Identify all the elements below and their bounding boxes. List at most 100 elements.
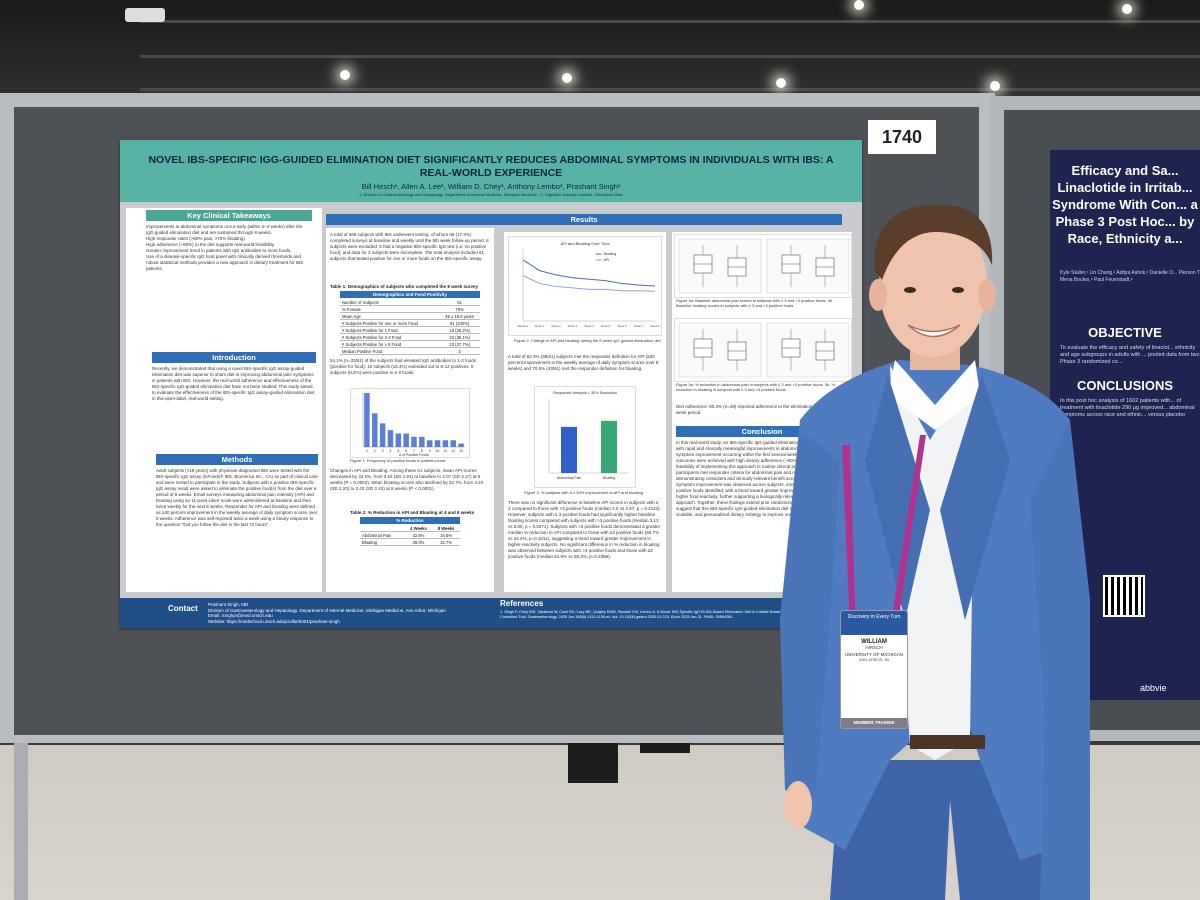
ceiling-truss	[140, 20, 1200, 23]
fig1-tick-label: 8	[421, 449, 423, 453]
poster-column-middle-right: API and Bloating Over Time Bloating API Bas…	[504, 232, 666, 592]
adherence-text: Diet Adherence: 80.3% (n=49) reported ad…	[676, 404, 844, 415]
table1-value-cell: 22 (36.1%)	[439, 333, 480, 341]
fig1-tick-label: 4	[389, 449, 391, 453]
table1-label-cell: % Female	[340, 305, 440, 313]
fig3-tick-label: Abdominal Pain	[557, 476, 582, 480]
fig2-legend-label: Bloating	[604, 252, 617, 256]
poster-title: NOVEL IBS-SPECIFIC IGG-GUIDED ELIMINATIO…	[148, 154, 834, 179]
fig2-series-line	[522, 259, 656, 287]
fig1-tick-label: 5	[397, 449, 399, 453]
poster-column-left: Key Clinical Takeaways Improvements in a…	[126, 208, 322, 592]
table2-cell: Abdominal Pain	[360, 531, 405, 539]
figure3-bar-chart: Responder Analysis > 30% Reduction Abdomi…	[534, 386, 636, 488]
fig2-tick-label: Week 5	[601, 324, 611, 328]
fig2-tick-label: Week 4	[584, 324, 594, 328]
ceiling-light	[340, 70, 350, 80]
contact-email: Email: Singhpr@med.umich.edu	[208, 613, 273, 618]
table1-label-cell: # Subjects Positive for ≥ 5 Food	[340, 340, 440, 348]
fig4-panel	[766, 238, 850, 294]
booth-number: 1740	[868, 120, 936, 154]
right-ear	[978, 279, 996, 311]
poster-authors: Bill Hirsch¹, Allen A. Lee¹, William D. …	[361, 182, 621, 191]
fig1-bar	[419, 436, 425, 447]
table2-row: Abdominal Pain 32.6% 34.5%	[360, 531, 460, 539]
contact-website: Website: https://medschool.umich.edu/pro…	[208, 618, 340, 624]
table2-title: Table 2: % Reduction in API and Bloating…	[350, 510, 475, 515]
ceiling-light	[854, 0, 864, 10]
table1-value-cell: 61	[439, 299, 480, 306]
introduction-text: Recently, we demonstrated that using a n…	[152, 366, 315, 401]
takeaway-item: High adherence (~80%) to the diet suppor…	[146, 242, 275, 247]
objective-heading: OBJECTIVE	[1088, 325, 1162, 340]
results-heading: Results	[326, 214, 842, 225]
ceiling-light	[776, 78, 786, 88]
takeaways-list: Improvements in abdominal symptoms occur…	[146, 224, 312, 334]
table2-row: Bloating 38.0% 42.7%	[360, 538, 460, 546]
fig1-tick-label: 13	[459, 449, 463, 453]
table2-cell: 32.6%	[404, 531, 433, 539]
table2-cell: 38.0%	[404, 538, 433, 546]
lanyard-left	[842, 445, 856, 630]
table1-label-cell: Mean Age	[340, 312, 440, 320]
left-lapel	[865, 375, 930, 620]
fig1-bar	[458, 443, 464, 447]
takeaways-heading: Key Clinical Takeaways	[146, 210, 312, 221]
right-arm	[1030, 420, 1090, 900]
results-text-4: A total of 62.3% (38/61) subjects met th…	[508, 354, 659, 371]
fig2-tick-label: Baseline	[518, 324, 529, 328]
objective-text: To evaluate the efficacy and safety of l…	[1060, 345, 1200, 365]
fig2-title: API and Bloating Over Time	[560, 241, 610, 246]
table1-value-cell: 16 (26.2%)	[439, 326, 480, 334]
conclusions-text: In this post hoc analysis of 1602 patien…	[1060, 398, 1195, 418]
fig1-bar	[442, 440, 449, 447]
table1-row: # Subjects Positive for one or more Food…	[340, 319, 480, 327]
takeaway-item: Improvements in abdominal symptoms occur…	[146, 224, 303, 235]
figure4-box-plots	[674, 234, 852, 298]
fig3-bar	[601, 420, 617, 473]
table1-row: # Subjects Positive for ≥ 5 Food 23 (37.7…	[340, 340, 480, 348]
fig1-bar	[426, 440, 433, 447]
table1-label-cell: Median Positive Food	[340, 347, 440, 355]
table2-cell: Bloating	[360, 538, 405, 546]
table1-label-cell: # Subjects Positive for one or more Food	[340, 319, 440, 327]
face	[879, 213, 987, 357]
fig1-bar	[364, 393, 370, 447]
table1-header: Demographics and Food Positivity	[340, 291, 480, 298]
fig4-panel	[678, 238, 762, 294]
smile	[907, 324, 961, 338]
figure2-caption: Figure 2. Change in API and bloating dur…	[514, 338, 661, 343]
table1-row: Number of Subjects 61	[340, 299, 480, 306]
takeaway-item: High responder rates (>60% pain, >70% bl…	[146, 236, 247, 241]
table2-col-header	[360, 525, 405, 532]
name-badge: Discovery in Every Turn WILLIAM HIRSCH U…	[840, 610, 908, 729]
figure1-bar-chart: 1 2 3 4 5 6 7 8 9 10 11 12 13# of Positive Foods	[350, 388, 470, 458]
figure5-box-plots	[674, 318, 852, 382]
takeaway-item: Greater improvement trend in patients wi…	[146, 248, 292, 253]
table2-col-header: 4 Weeks	[404, 525, 433, 532]
poster-affiliations: 1. Division of Gastroenterology and Hepa…	[358, 192, 624, 197]
results-text-1: A total of 386 subjects with IBS underwe…	[330, 232, 489, 261]
badge-last-name: HIRSCH	[865, 645, 883, 650]
fig3-bar	[561, 426, 577, 473]
table1-title: Table 1: Demographics of subjects who co…	[330, 284, 478, 289]
introduction-heading: Introduction	[152, 352, 316, 363]
contact-label: Contact	[168, 604, 198, 613]
figure5-caption: Figure 5a: % reduction in abdominal pain…	[676, 382, 836, 392]
results-text-3: Changes in API and Bloating: Among these…	[330, 468, 484, 491]
fig3-title: Responder Analysis > 30% Reduction	[553, 391, 617, 395]
conclusion-text: In this real-world study, an IBS-specifi…	[676, 440, 848, 517]
fig2-tick-label: Week 6	[617, 324, 627, 328]
fig1-tick-label: 3	[382, 449, 384, 453]
shirt-collar	[888, 360, 980, 430]
table1-row: % Female 79%	[340, 305, 480, 313]
table1-row: # Subjects Positive for 1 Food 16 (26.2%)	[340, 326, 480, 334]
figure4-caption: Figure 4a: Baseline abdominal pain score…	[676, 298, 834, 308]
background-person-legs	[568, 743, 618, 783]
table1: Number of Subjects 61% Female 79% Mean Age 4…	[340, 299, 480, 355]
badge-type: MEMBER TRAINEE	[841, 718, 907, 728]
badge-location: ANN ARBOR, MI	[858, 657, 890, 662]
fig1-tick-label: 12	[451, 449, 455, 453]
fig1-bar	[372, 413, 378, 447]
poster-column-middle-left: A total of 386 subjects with IBS underwe…	[326, 228, 494, 592]
